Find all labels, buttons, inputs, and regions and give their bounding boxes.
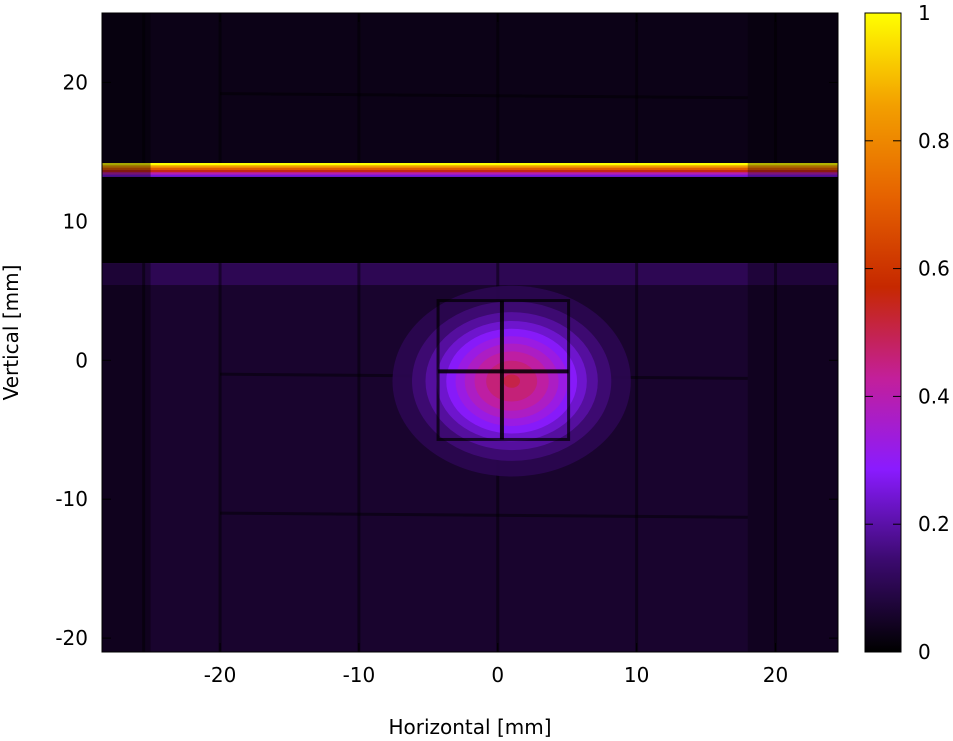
colorbar-tick-label: 0: [918, 640, 931, 664]
x-tick-label: -20: [204, 663, 237, 687]
colorbar-tick-label: 1: [918, 1, 931, 25]
saturated-band-strip: [102, 174, 838, 178]
colorbar-tick-label: 0.6: [918, 257, 950, 281]
plot-frame: [101, 12, 839, 653]
saturated-band-strip: [102, 167, 838, 171]
grid-wire-horizontal: [220, 511, 748, 519]
glow-edge: [102, 263, 838, 286]
x-tick-label: -10: [343, 663, 376, 687]
grid-wire-horizontal: [220, 92, 748, 100]
x-tick-label: 20: [763, 663, 788, 687]
colorbar-tick-label: 0.4: [918, 384, 950, 408]
colorbar: [864, 12, 902, 653]
x-tick-label: 10: [624, 663, 649, 687]
colorbar-tick-label: 0.8: [918, 129, 950, 153]
heatmap-image: [102, 13, 838, 652]
axes: -20 -10 0 10 20 -20 -10 0 10 20: [55, 13, 838, 687]
y-tick-label: -10: [55, 487, 88, 511]
left-edge-shade: [102, 13, 151, 652]
beam-spot: [392, 285, 631, 477]
spot-frame: [436, 299, 571, 441]
x-tick-label: 0: [491, 663, 504, 687]
y-tick-label: 10: [63, 209, 88, 233]
saturated-band-strip: [102, 165, 838, 169]
y-axis-label: Vertical [mm]: [0, 265, 23, 401]
x-axis-label: Horizontal [mm]: [388, 715, 551, 739]
y-tick-label: -20: [55, 626, 88, 650]
saturated-band-strip: [102, 163, 838, 166]
y-tick-label: 0: [75, 348, 88, 372]
dark-band-region: [102, 176, 838, 264]
right-edge-shade: [747, 13, 838, 652]
saturated-band-strip: [102, 169, 838, 173]
upper-background-region: [102, 13, 838, 164]
beam-spot-contour: [503, 374, 520, 388]
saturated-band-strip: [102, 172, 838, 176]
y-tick-label: 20: [63, 70, 88, 94]
colorbar-tick-label: 0.2: [918, 512, 950, 536]
colorbar-axis: 0 0.2 0.4 0.6 0.8 1: [865, 1, 950, 664]
